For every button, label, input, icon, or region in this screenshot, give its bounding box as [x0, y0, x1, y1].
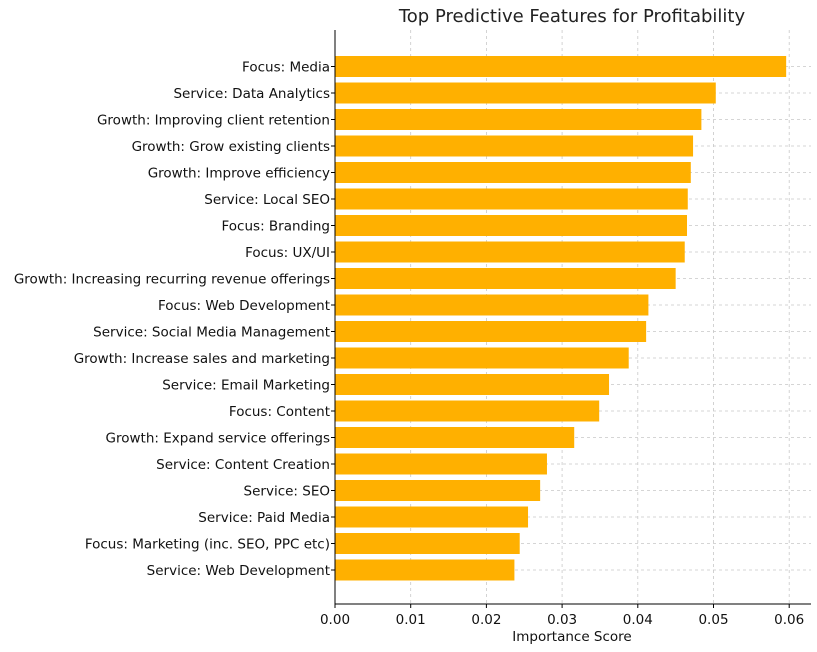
category-label: Growth: Grow existing clients: [132, 139, 330, 155]
category-label: Service: Content Creation: [156, 457, 330, 473]
category-label: Growth: Increasing recurring revenue off…: [14, 272, 330, 288]
bar: [335, 400, 600, 422]
category-label: Growth: Improving client retention: [97, 113, 330, 129]
bar: [335, 162, 691, 183]
category-label: Service: Web Development: [147, 563, 330, 579]
x-tick-labels: 0.00 0.01 0.02 0.03 0.04 0.05 0.06: [320, 604, 804, 628]
category-label: Growth: Improve efficiency: [148, 166, 330, 182]
bar: [335, 188, 688, 210]
category-label: Service: SEO: [244, 484, 330, 500]
bar: [335, 241, 685, 263]
bar: [335, 82, 716, 104]
bar: [335, 135, 694, 157]
bars: [335, 56, 787, 581]
bar: [335, 215, 688, 236]
bar: [335, 321, 647, 342]
bar: [335, 453, 547, 475]
bar: [335, 347, 629, 369]
bar: [335, 480, 541, 501]
x-tick-label: 0.05: [698, 612, 728, 628]
category-label: Focus: Web Development: [158, 298, 330, 314]
bar: [335, 374, 610, 395]
category-label: Focus: Content: [229, 404, 330, 420]
bar: [335, 268, 676, 289]
chart-title: Top Predictive Features for Profitabilit…: [398, 6, 746, 27]
x-tick-label: 0.00: [320, 612, 350, 628]
category-label: Focus: Marketing (inc. SEO, PPC etc): [85, 537, 330, 553]
category-label: Service: Local SEO: [204, 192, 330, 208]
category-label: Service: Paid Media: [198, 510, 330, 526]
category-label: Focus: Branding: [222, 219, 330, 235]
category-label: Focus: Media: [242, 60, 330, 76]
x-tick-label: 0.03: [547, 612, 577, 628]
bar: [335, 533, 520, 554]
category-labels: Focus: Media Service: Data Analytics Growt…: [14, 60, 335, 579]
x-tick-label: 0.01: [396, 612, 426, 628]
bar: [335, 427, 575, 448]
bar: [335, 559, 515, 581]
x-tick-label: 0.04: [623, 612, 653, 628]
category-label: Focus: UX/UI: [245, 245, 330, 261]
category-label: Growth: Expand service offerings: [106, 431, 330, 447]
category-label: Service: Email Marketing: [162, 378, 330, 394]
category-label: Growth: Increase sales and marketing: [74, 351, 330, 367]
x-tick-label: 0.02: [471, 612, 501, 628]
bar: [335, 109, 702, 130]
x-axis-title: Importance Score: [512, 629, 631, 645]
bar: [335, 56, 787, 77]
bar: [335, 506, 529, 528]
x-tick-label: 0.06: [774, 612, 804, 628]
bar: [335, 294, 649, 316]
category-label: Service: Data Analytics: [173, 86, 330, 102]
category-label: Service: Social Media Management: [93, 325, 330, 341]
